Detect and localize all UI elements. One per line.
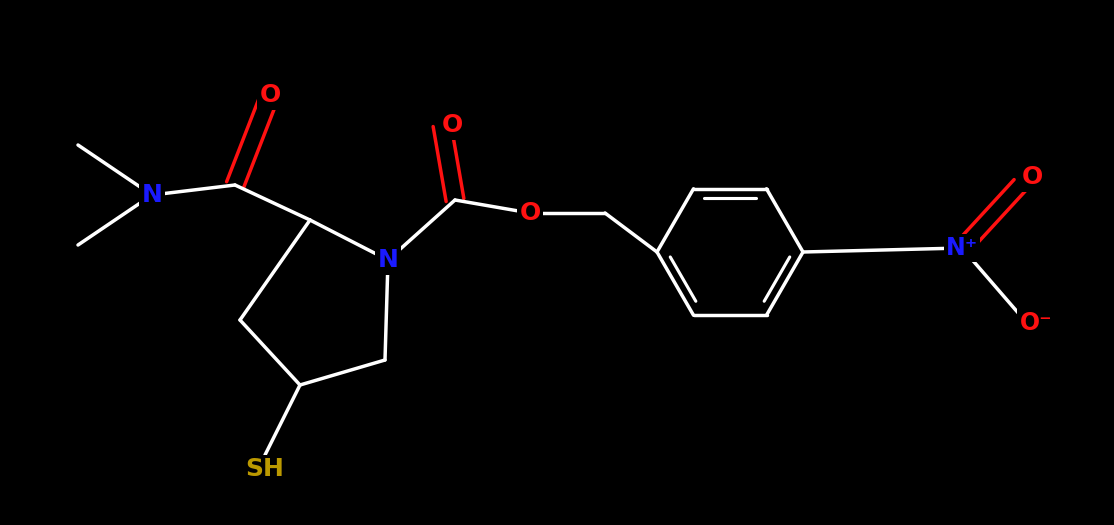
Text: O: O xyxy=(1022,165,1043,189)
Text: O⁻: O⁻ xyxy=(1019,311,1053,335)
Text: N: N xyxy=(378,248,399,272)
Text: O: O xyxy=(519,201,540,225)
Text: N: N xyxy=(141,183,163,207)
Text: SH: SH xyxy=(245,457,284,481)
Text: O: O xyxy=(441,113,462,137)
Text: O: O xyxy=(260,83,281,107)
Text: N⁺: N⁺ xyxy=(946,236,978,260)
